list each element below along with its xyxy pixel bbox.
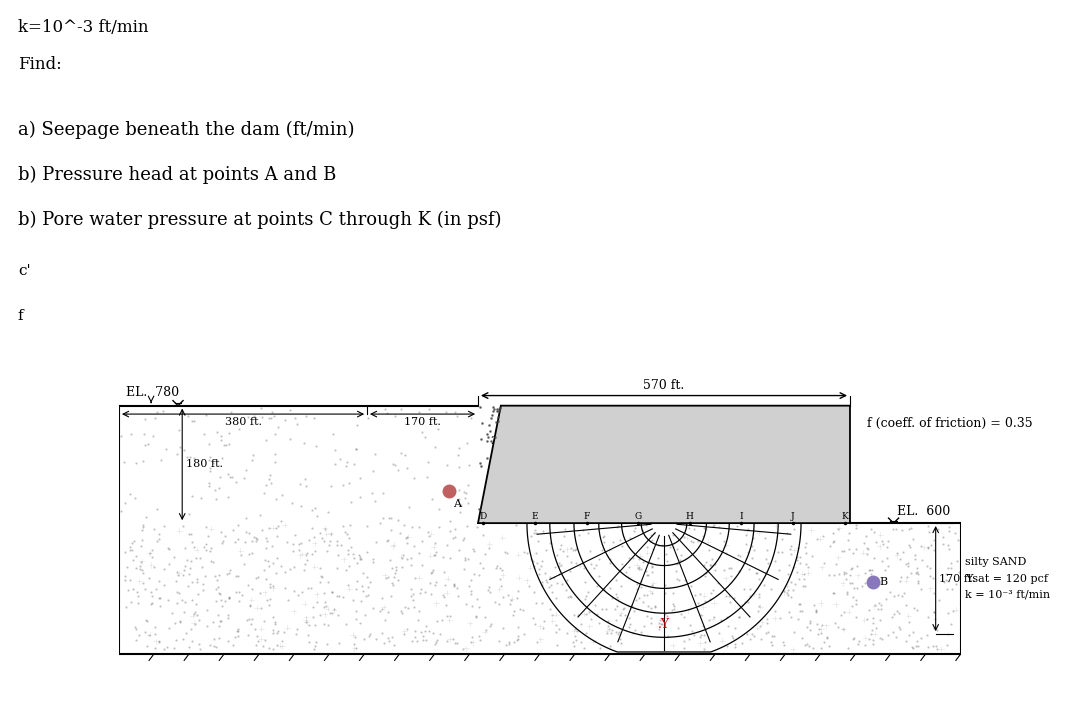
Text: silty SAND: silty SAND (966, 557, 1026, 568)
Text: 570 ft.: 570 ft. (644, 379, 685, 392)
Text: F: F (583, 512, 590, 521)
Text: H: H (686, 512, 693, 521)
Text: J: J (792, 512, 795, 521)
Text: D: D (480, 512, 487, 521)
Text: 50 ft.: 50 ft. (814, 460, 843, 469)
Polygon shape (478, 405, 850, 523)
Text: Ysat = 120 pcf: Ysat = 120 pcf (966, 573, 1048, 584)
Text: G: G (635, 512, 642, 521)
Text: I: I (740, 512, 743, 521)
Text: 170 ft.: 170 ft. (939, 573, 976, 584)
Text: 380 ft.: 380 ft. (225, 418, 261, 427)
Text: b) Pore water pressure at points C through K (in psf): b) Pore water pressure at points C throu… (17, 211, 501, 229)
Text: Find:: Find: (17, 56, 62, 73)
Text: EL.  780: EL. 780 (125, 386, 179, 399)
Text: 180 ft.: 180 ft. (186, 460, 222, 469)
Text: 280 ft.: 280 ft. (491, 436, 528, 446)
Text: 170 ft.: 170 ft. (404, 418, 441, 427)
Text: E: E (531, 512, 538, 521)
Text: k=10^-3 ft/min: k=10^-3 ft/min (17, 19, 148, 35)
Text: Yconc=150 pcf: Yconc=150 pcf (489, 471, 569, 481)
Text: A: A (453, 499, 461, 509)
Text: b) Pressure head at points A and B: b) Pressure head at points A and B (17, 166, 336, 184)
Text: f (coeff. of friction) = 0.35: f (coeff. of friction) = 0.35 (867, 417, 1032, 430)
Text: B: B (879, 577, 888, 587)
Text: K: K (841, 512, 848, 521)
Text: EL.  600: EL. 600 (896, 505, 950, 518)
Text: c': c' (17, 264, 30, 277)
Text: a) Seepage beneath the dam (ft/min): a) Seepage beneath the dam (ft/min) (17, 120, 354, 139)
Text: f: f (17, 308, 24, 323)
Text: .Y: .Y (658, 618, 670, 631)
Text: k = 10⁻³ ft/min: k = 10⁻³ ft/min (966, 590, 1050, 600)
